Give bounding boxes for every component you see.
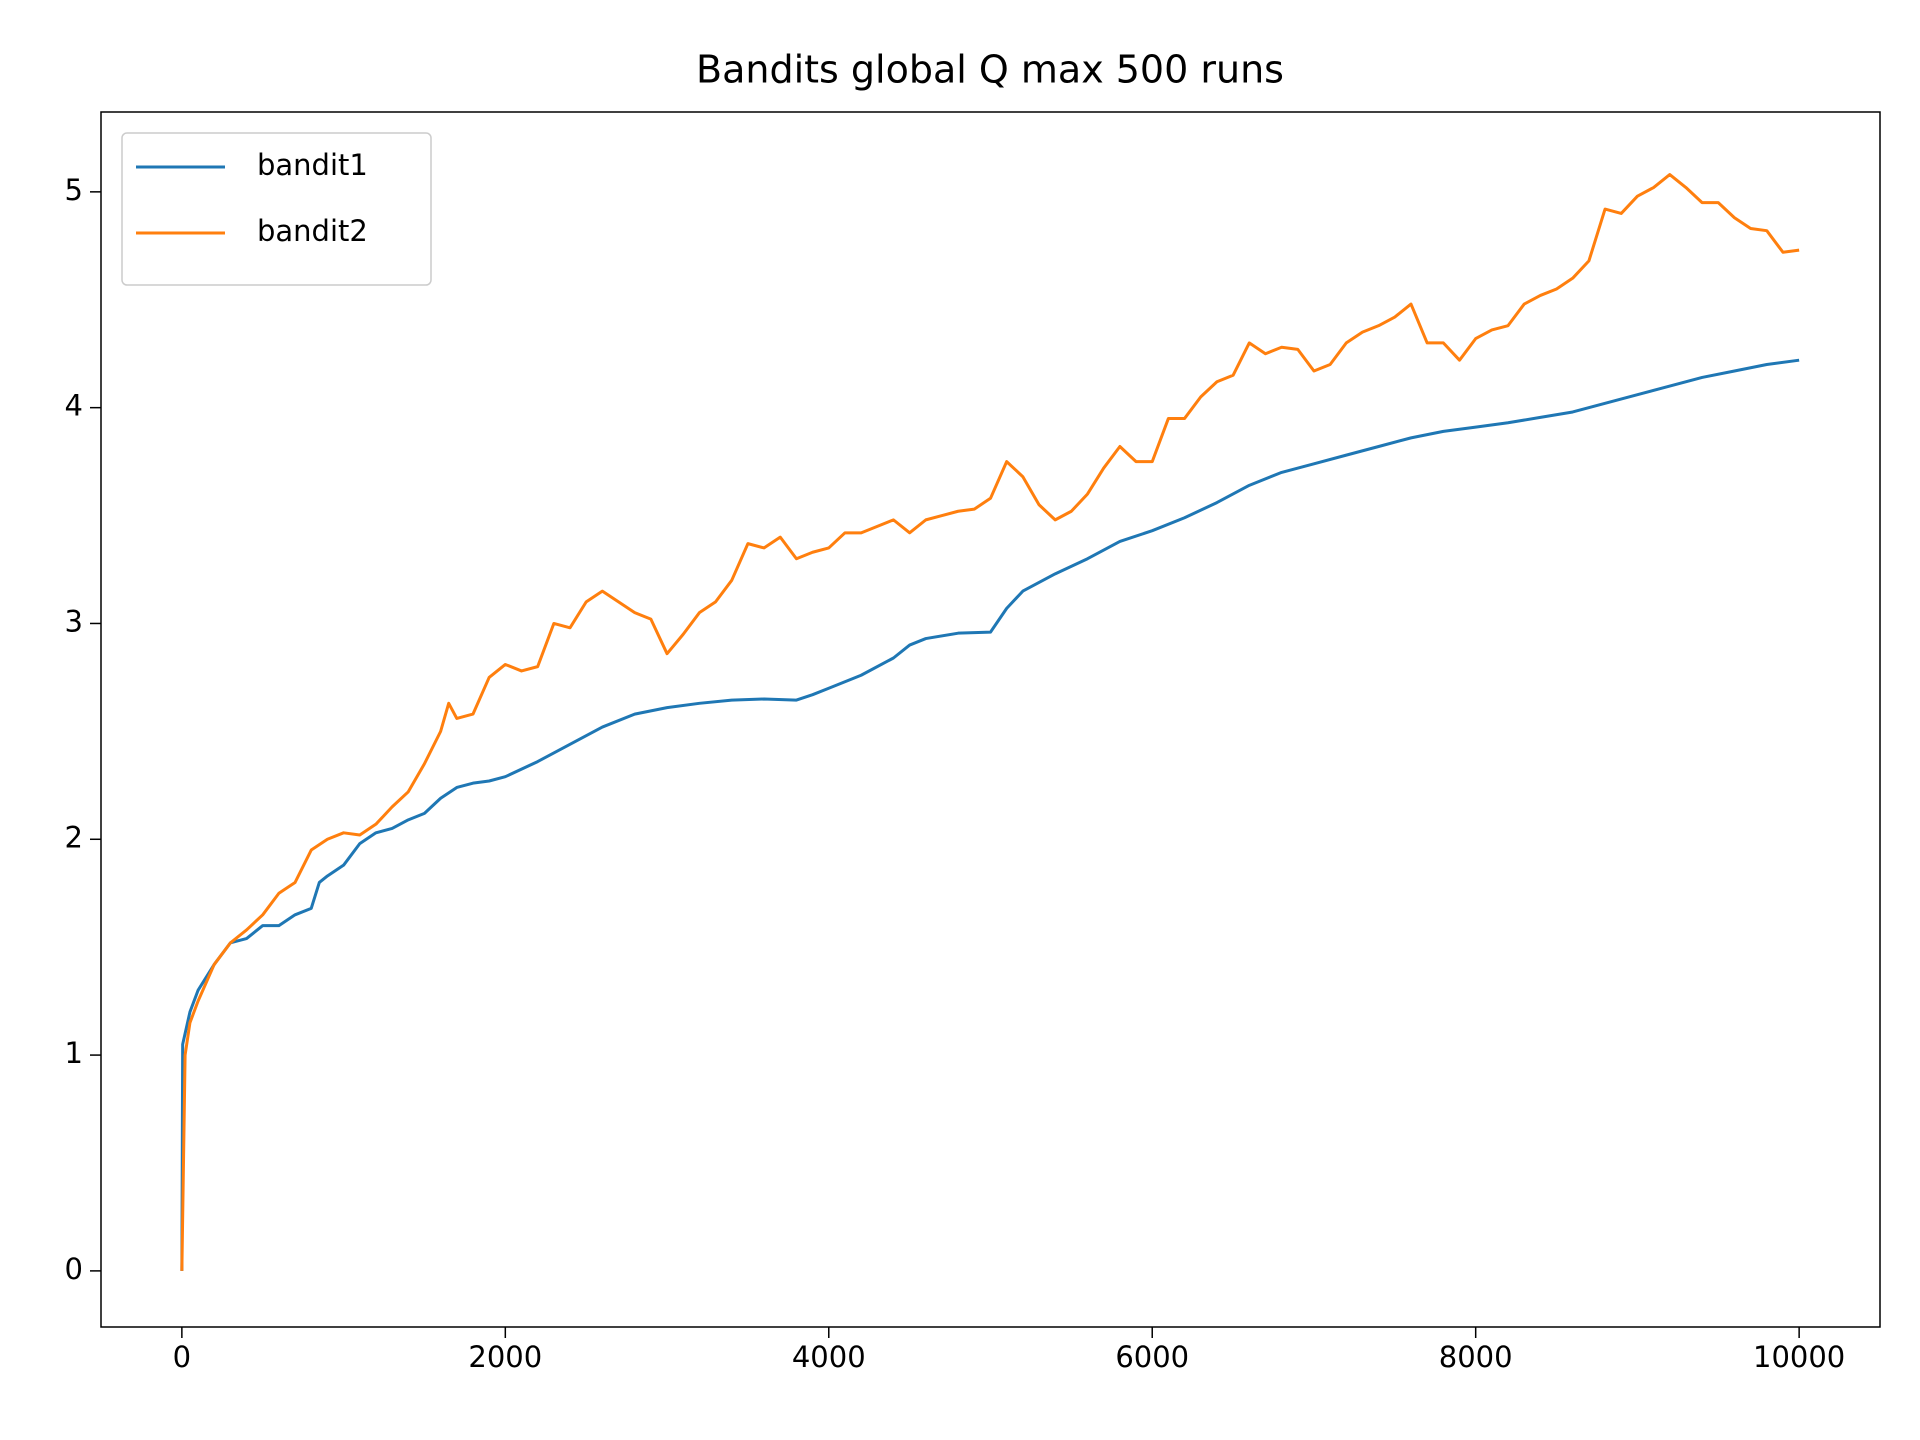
y-tick-label: 5 [65,173,83,207]
legend-label: bandit2 [257,214,368,248]
y-tick-label: 1 [65,1036,83,1070]
legend: bandit1 bandit2 [121,132,432,286]
x-tick-label: 4000 [792,1340,866,1374]
plot-frame [100,111,1881,1328]
x-tick-label: 6000 [1115,1340,1189,1374]
y-tick-label: 0 [65,1252,83,1286]
series-line [180,358,1800,1271]
legend-box [121,132,432,286]
x-tick-label: 2000 [468,1340,542,1374]
y-tick-label: 4 [65,389,83,423]
legend-label: bandit1 [257,148,368,182]
x-tick-label: 8000 [1439,1340,1513,1374]
x-tick-label: 10000 [1753,1340,1845,1374]
series-line [180,173,1800,1271]
y-tick-label: 2 [65,820,83,854]
y-tick-label: 3 [65,604,83,638]
x-tick-label: 0 [173,1340,191,1374]
chart-title: Bandits global Q max 500 runs [696,48,1284,92]
